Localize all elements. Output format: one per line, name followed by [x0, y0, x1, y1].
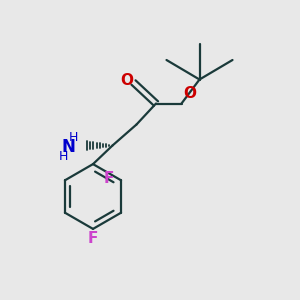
- Text: F: F: [88, 231, 98, 246]
- Text: H: H: [69, 130, 78, 144]
- Text: F: F: [103, 171, 114, 186]
- Text: O: O: [183, 86, 196, 101]
- Text: H: H: [58, 150, 68, 164]
- Text: N: N: [61, 138, 75, 156]
- Text: O: O: [120, 73, 134, 88]
